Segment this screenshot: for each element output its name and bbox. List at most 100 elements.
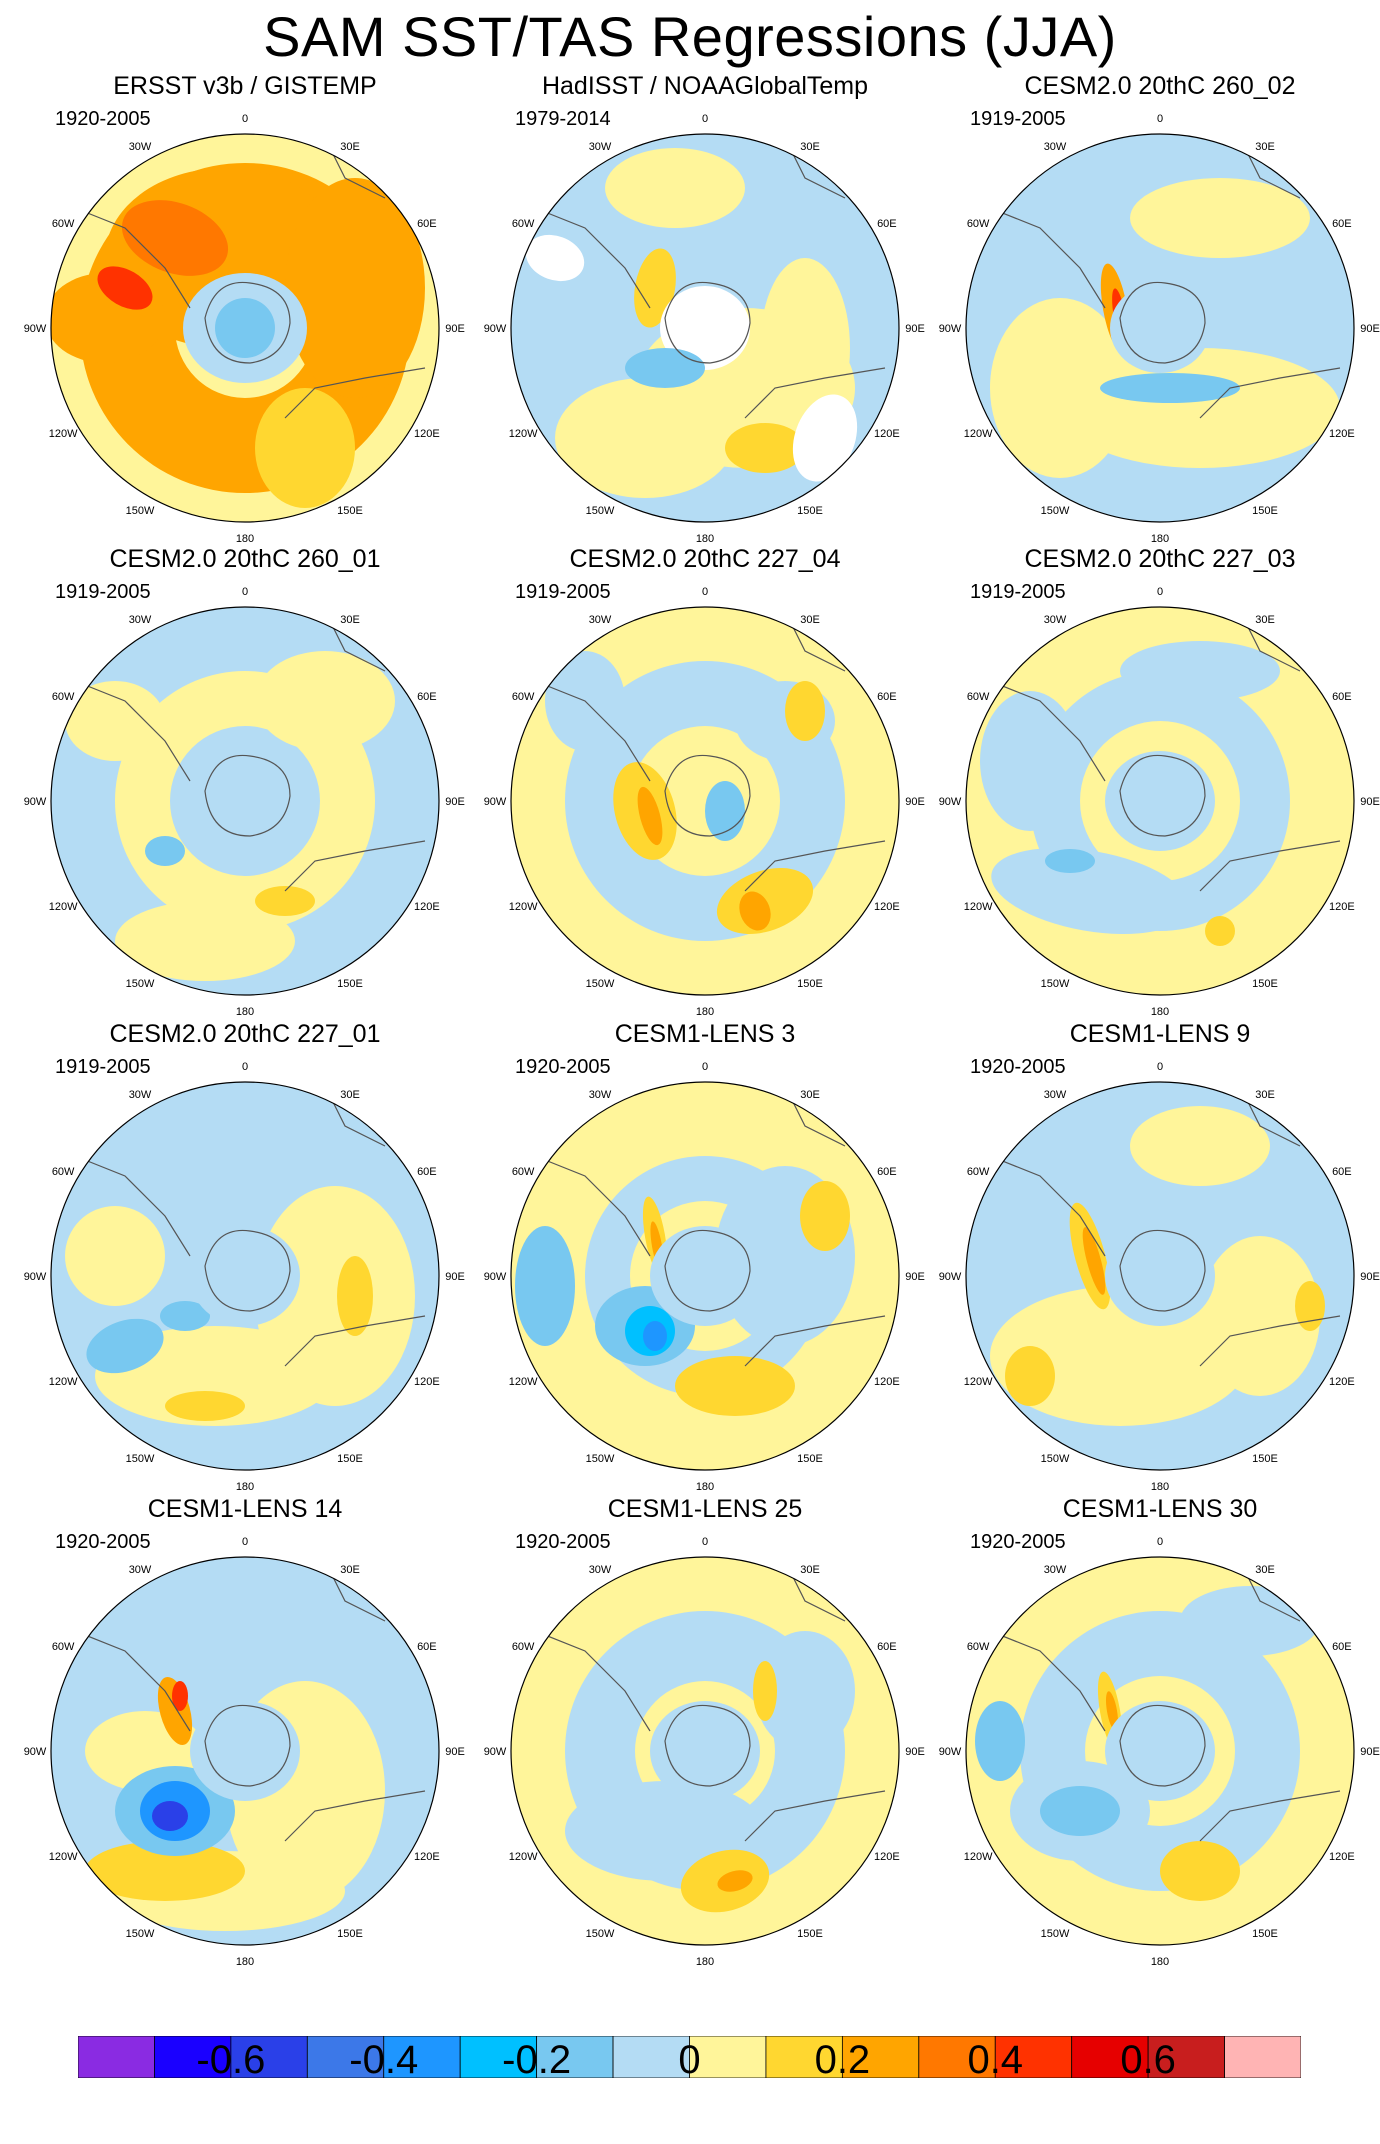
longitude-label: 150W [1041,505,1070,517]
longitude-label: 120W [964,1376,993,1388]
polar-map-svg: 0 30E 60E 90E 120E 150E 180 150W 120W 90W 60W 30W [484,586,925,1018]
longitude-label: 120E [874,428,900,440]
longitude-label: 120E [414,1376,440,1388]
longitude-label: 60W [967,691,990,703]
longitude-label: 90W [484,796,507,808]
anomaly-patch [1120,641,1280,701]
anomaly-patch [1295,1281,1325,1331]
anomaly-patch [121,200,229,276]
map-panel: CESM1-LENS 25 1920-2005 0 30E 60E 90E 120E 150E… [475,1495,935,1968]
longitude-label: 60W [512,691,535,703]
longitude-label: 150W [1041,978,1070,990]
anomaly-patch [1205,916,1235,946]
australia-outline [1199,1315,1341,1367]
south-america-outline [534,207,651,309]
anomaly-patch [215,298,275,358]
longitude-label: 120E [874,1851,900,1863]
longitude-label: 60E [417,1641,437,1653]
longitude-label: 90E [905,1271,925,1283]
panel-period: 1920-2005 [55,108,151,130]
polar-map: 0 30E 60E 90E 120E 150E 180 150W 120W 90W 60W 30W [24,1535,465,1968]
map-boundary [50,1556,440,1946]
longitude-label: 0 [702,1061,708,1073]
anomaly-patch [785,681,825,741]
map-panel: CESM2.0 20thC 260_02 1919-2005 0 30E 60E 90E 1… [930,72,1380,545]
longitude-label: 150E [1252,505,1278,517]
panel-title: CESM1-LENS 14 [147,1495,343,1523]
anomaly-patch [145,836,185,866]
polar-map: 0 30E 60E 90E 120E 150E 180 150W 120W 90W 60W 30W [484,112,925,545]
anomaly-field [966,134,1354,522]
anomaly-patch [650,1226,760,1326]
colorbar-swatch [1071,2035,1149,2079]
antarctica-outline [204,1704,291,1787]
longitude-label: 180 [696,1956,714,1968]
longitude-label: 150W [586,505,615,517]
antarctica-outline [664,1704,751,1787]
longitude-label: 150W [1041,1453,1070,1465]
south-america-outline [74,680,191,782]
longitude-label: 30W [1044,1564,1067,1576]
anomaly-field [511,607,899,995]
anomaly-patch [792,394,858,482]
south-america-outline [74,1155,191,1257]
longitude-label: 150W [586,978,615,990]
longitude-label: 120W [964,901,993,913]
colorbar-swatch [994,2035,1073,2079]
australia-outline [1199,367,1341,419]
anomaly-patch [285,178,425,398]
longitude-label: 60E [877,1166,897,1178]
map-boundary [965,606,1355,996]
anomaly-patch [625,348,705,388]
anomaly-patch [97,266,153,310]
panel-period: 1919-2005 [55,581,151,603]
colorbar-swatch [1224,2035,1302,2079]
colorbar-swatch [77,2035,155,2079]
map-boundary [510,1556,900,1946]
polar-map: 0 30E 60E 90E 120E 150E 180 150W 120W 90W 60W 30W [939,112,1380,545]
anomaly-patch [1040,1786,1120,1836]
polar-map-svg: 0 30E 60E 90E 120E 150E 180 150W 120W 90W 60W 30W [939,1061,1380,1493]
anomaly-patch [643,1321,667,1351]
panel-title: ERSST v3b / GISTEMP [113,72,377,100]
map-panel: CESM1-LENS 30 1920-2005 0 30E 60E 90E 120E 150E… [930,1495,1380,1968]
anomaly-patch [172,1681,188,1711]
longitude-label: 90W [939,796,962,808]
longitude-label: 60W [967,1641,990,1653]
colorbar [77,2035,1302,2079]
anomaly-patch [255,388,355,508]
longitude-label: 90E [905,796,925,808]
anomaly-patch [65,681,165,761]
anomaly-patch [1200,1236,1320,1396]
south-america-outline [989,1155,1106,1257]
longitude-label: 90W [484,1746,507,1758]
colorbar-swatch [689,2035,767,2079]
longitude-label: 120E [414,1851,440,1863]
longitude-label: 120E [414,901,440,913]
anomaly-patch [660,286,750,370]
map-panel: CESM1-LENS 3 1920-2005 0 30E 60E 90E 120E 150E 1… [475,1020,935,1493]
anomaly-patch [160,1301,210,1331]
longitude-label: 90E [905,1746,925,1758]
panel-title: CESM1-LENS 30 [1062,1495,1258,1523]
anomaly-patch [86,1318,164,1374]
panel-title: CESM2.0 20thC 227_04 [569,545,841,573]
anomaly-field [511,134,899,522]
longitude-label: 180 [236,1006,254,1018]
longitude-label: 60W [967,218,990,230]
anomaly-patch [1130,1106,1270,1186]
longitude-label: 30E [340,141,360,153]
anomaly-patch [1130,178,1310,258]
longitude-label: 0 [242,1536,248,1548]
south-america-outline [534,1155,651,1257]
longitude-label: 60W [52,1166,75,1178]
antarctica-outline [1119,754,1206,837]
south-america-outline [534,680,651,782]
anomaly-patch [1180,1586,1320,1656]
longitude-label: 150E [1252,978,1278,990]
longitude-label: 90E [1360,1746,1380,1758]
longitude-label: 150W [126,1453,155,1465]
south-america-outline [74,207,191,309]
anomaly-field [51,1082,439,1470]
australia-outline [1199,1790,1341,1842]
